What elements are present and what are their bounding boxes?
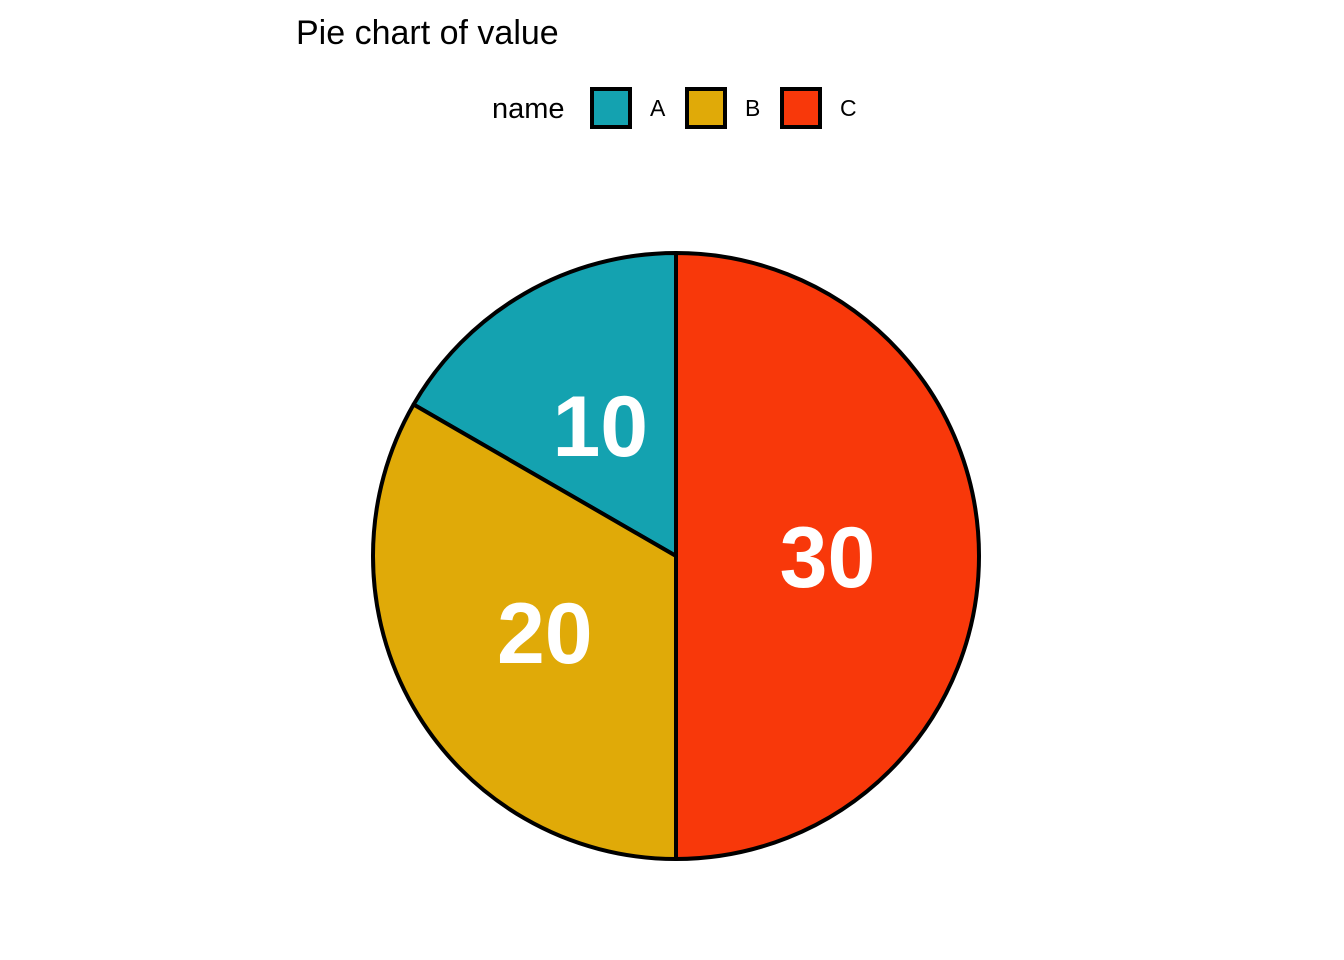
pie-slice-label-c: 30 — [780, 510, 876, 606]
legend: name A B C — [492, 87, 857, 129]
legend-key-c — [780, 87, 822, 129]
pie-slice-c — [674, 251, 981, 861]
pie-slice-label-a: 10 — [552, 379, 648, 475]
legend-label-c: C — [840, 95, 857, 121]
legend-key-a — [590, 87, 632, 129]
legend-label-b: B — [745, 95, 760, 121]
pie-slice-a — [411, 251, 678, 558]
pie-slices — [370, 251, 981, 861]
chart-title: Pie chart of value — [296, 14, 559, 52]
pie-slice-b — [370, 402, 678, 861]
pie-slice-labels: 10 20 30 — [497, 379, 875, 682]
legend-title: name — [492, 93, 565, 125]
legend-label-a: A — [650, 95, 666, 121]
pie-slice-label-b: 20 — [497, 586, 593, 682]
legend-key-b — [685, 87, 727, 129]
